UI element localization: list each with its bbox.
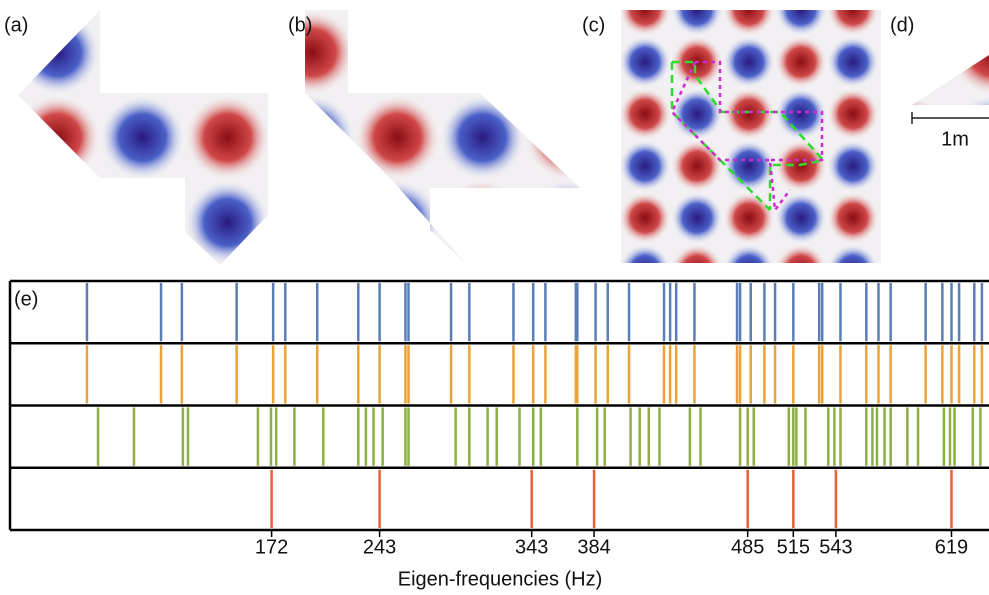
mode-shape-b bbox=[305, 10, 580, 268]
x-tick-label: 243 bbox=[363, 536, 396, 558]
panel-label: (d) bbox=[890, 14, 914, 36]
mode-shape-a bbox=[18, 10, 268, 265]
panel-label: (c) bbox=[582, 14, 605, 36]
scale-label: 1m bbox=[941, 128, 969, 150]
domain-outline bbox=[695, 60, 824, 214]
x-tick-label: 619 bbox=[935, 536, 968, 558]
panel-label: (b) bbox=[288, 14, 312, 36]
panel-label: (e) bbox=[14, 288, 38, 310]
mode-shape-c bbox=[621, 10, 881, 263]
x-tick-label: 485 bbox=[731, 536, 764, 558]
domain-outline bbox=[670, 61, 770, 162]
x-axis-label: Eigen-frequencies (Hz) bbox=[398, 568, 603, 590]
panel-label: (a) bbox=[4, 14, 28, 36]
x-tick-label: 384 bbox=[577, 536, 610, 558]
x-tick-label: 172 bbox=[255, 536, 288, 558]
x-tick-label: 343 bbox=[515, 536, 548, 558]
x-tick-label: 543 bbox=[819, 536, 852, 558]
mode-shape-d bbox=[912, 55, 989, 105]
domain-outline bbox=[672, 60, 826, 210]
x-tick-label: 515 bbox=[777, 536, 810, 558]
